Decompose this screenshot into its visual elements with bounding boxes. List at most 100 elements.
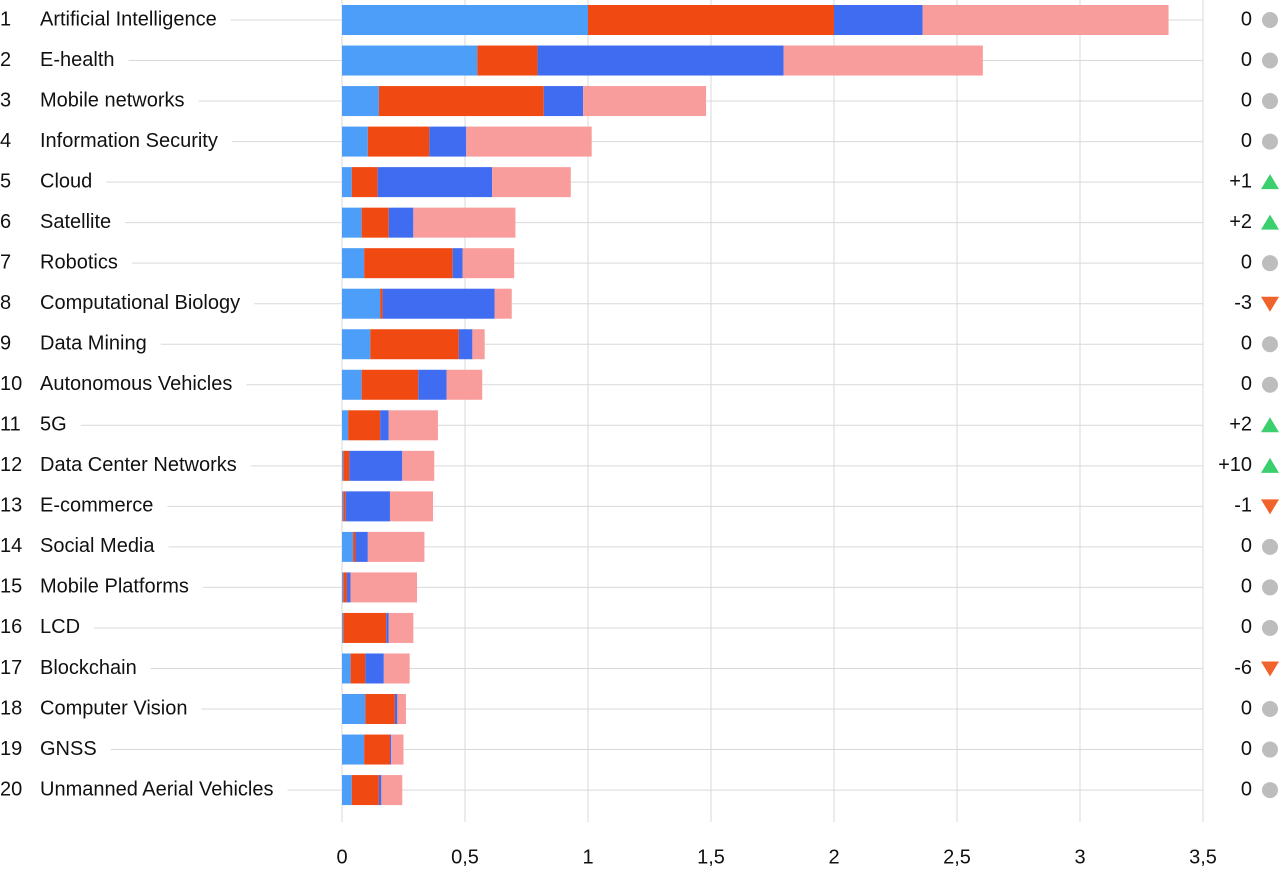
bar-segment <box>402 450 435 481</box>
bar-segment <box>380 410 389 441</box>
bar-segment <box>783 45 983 76</box>
x-tick-label: 0 <box>336 846 347 868</box>
bar-segment <box>342 572 344 603</box>
bar-segment <box>342 369 362 400</box>
category-label: E-health <box>40 49 115 71</box>
rank: 3 <box>0 89 11 111</box>
change-label: +10 <box>1218 454 1252 476</box>
change-label: 0 <box>1241 89 1252 111</box>
bar-segment <box>388 612 414 643</box>
bar-segment <box>351 775 379 806</box>
bar-segment <box>342 126 368 157</box>
bar-segment <box>342 491 344 522</box>
rank: 17 <box>0 657 22 679</box>
bar-segment <box>380 288 383 319</box>
bar-segment <box>342 248 365 279</box>
change-label: 0 <box>1241 333 1252 355</box>
rank: 9 <box>0 333 11 355</box>
category-label: Mobile Platforms <box>40 576 189 598</box>
change-up <box>1261 174 1279 190</box>
category-label: Computational Biology <box>40 292 240 314</box>
rank: 10 <box>0 373 22 395</box>
bar-segment <box>378 86 544 117</box>
bar-segment <box>342 86 379 117</box>
change-same <box>1262 782 1278 799</box>
bar-segment <box>345 491 390 522</box>
change-label: 0 <box>1241 616 1252 638</box>
category-label: Artificial Intelligence <box>40 8 217 30</box>
bar-segment <box>365 694 395 725</box>
rank: 4 <box>0 130 11 152</box>
rank: 1 <box>0 8 11 30</box>
change-down <box>1261 296 1279 312</box>
bar-segment <box>477 45 538 76</box>
bar-segment <box>418 369 447 400</box>
change-up <box>1261 417 1279 433</box>
bar-segment <box>342 410 349 441</box>
bar-segment <box>466 126 592 157</box>
bar-segment <box>343 450 350 481</box>
bar-segment <box>342 450 344 481</box>
bar-segment <box>382 288 495 319</box>
bar-segment <box>342 329 371 360</box>
bar-segment <box>342 288 381 319</box>
change-same <box>1262 133 1278 150</box>
category-label: Satellite <box>40 211 111 233</box>
bar-segment <box>364 248 453 279</box>
category-label: E-commerce <box>40 495 153 517</box>
bar-segment <box>342 694 366 725</box>
rank: 16 <box>0 616 22 638</box>
bar-segment <box>342 531 354 562</box>
bar-segment <box>351 167 378 198</box>
bar-segment <box>494 288 512 319</box>
change-same <box>1262 619 1278 636</box>
category-label: Information Security <box>40 130 218 152</box>
bar-segment <box>350 572 418 603</box>
bar-segment <box>349 450 403 481</box>
bar-segment <box>370 329 459 360</box>
bar-segment <box>343 491 346 522</box>
bar-segment <box>365 653 384 684</box>
change-same <box>1262 701 1278 718</box>
change-label: +2 <box>1229 414 1252 436</box>
bar-segment <box>388 207 414 238</box>
rank: 18 <box>0 697 22 719</box>
change-down <box>1261 661 1279 677</box>
bar-segment <box>388 410 438 441</box>
change-up <box>1261 457 1279 473</box>
category-label: LCD <box>40 616 80 638</box>
change-label: 0 <box>1241 130 1252 152</box>
change-label: 0 <box>1241 576 1252 598</box>
bar-segment <box>922 5 1169 35</box>
rank: 6 <box>0 211 11 233</box>
bar-segment <box>343 612 387 643</box>
change-label: 0 <box>1241 535 1252 557</box>
rank: 11 <box>0 414 21 436</box>
x-tick-label: 1,5 <box>697 846 725 868</box>
category-label: Autonomous Vehicles <box>40 373 232 395</box>
category-label: GNSS <box>40 738 97 760</box>
bar-segment <box>343 572 347 603</box>
change-label: 0 <box>1241 49 1252 71</box>
change-label: 0 <box>1241 251 1252 273</box>
category-label: Data Mining <box>40 333 147 355</box>
bar-segment <box>537 45 784 76</box>
change-same <box>1262 52 1278 69</box>
bar-segment <box>361 369 419 400</box>
bar-segment <box>383 653 410 684</box>
rank: 14 <box>0 535 22 557</box>
change-same <box>1262 336 1278 353</box>
rank: 7 <box>0 251 11 273</box>
x-tick-label: 2 <box>828 846 839 868</box>
bar-segment <box>452 248 463 279</box>
category-label: Blockchain <box>40 657 137 679</box>
change-label: 0 <box>1241 697 1252 719</box>
category-label: 5G <box>40 414 67 436</box>
rank: 19 <box>0 738 22 760</box>
bar-segment <box>342 167 352 198</box>
bar-segment <box>446 369 483 400</box>
bar-segment <box>361 207 389 238</box>
bar-segment <box>386 612 389 643</box>
change-up <box>1261 214 1279 230</box>
